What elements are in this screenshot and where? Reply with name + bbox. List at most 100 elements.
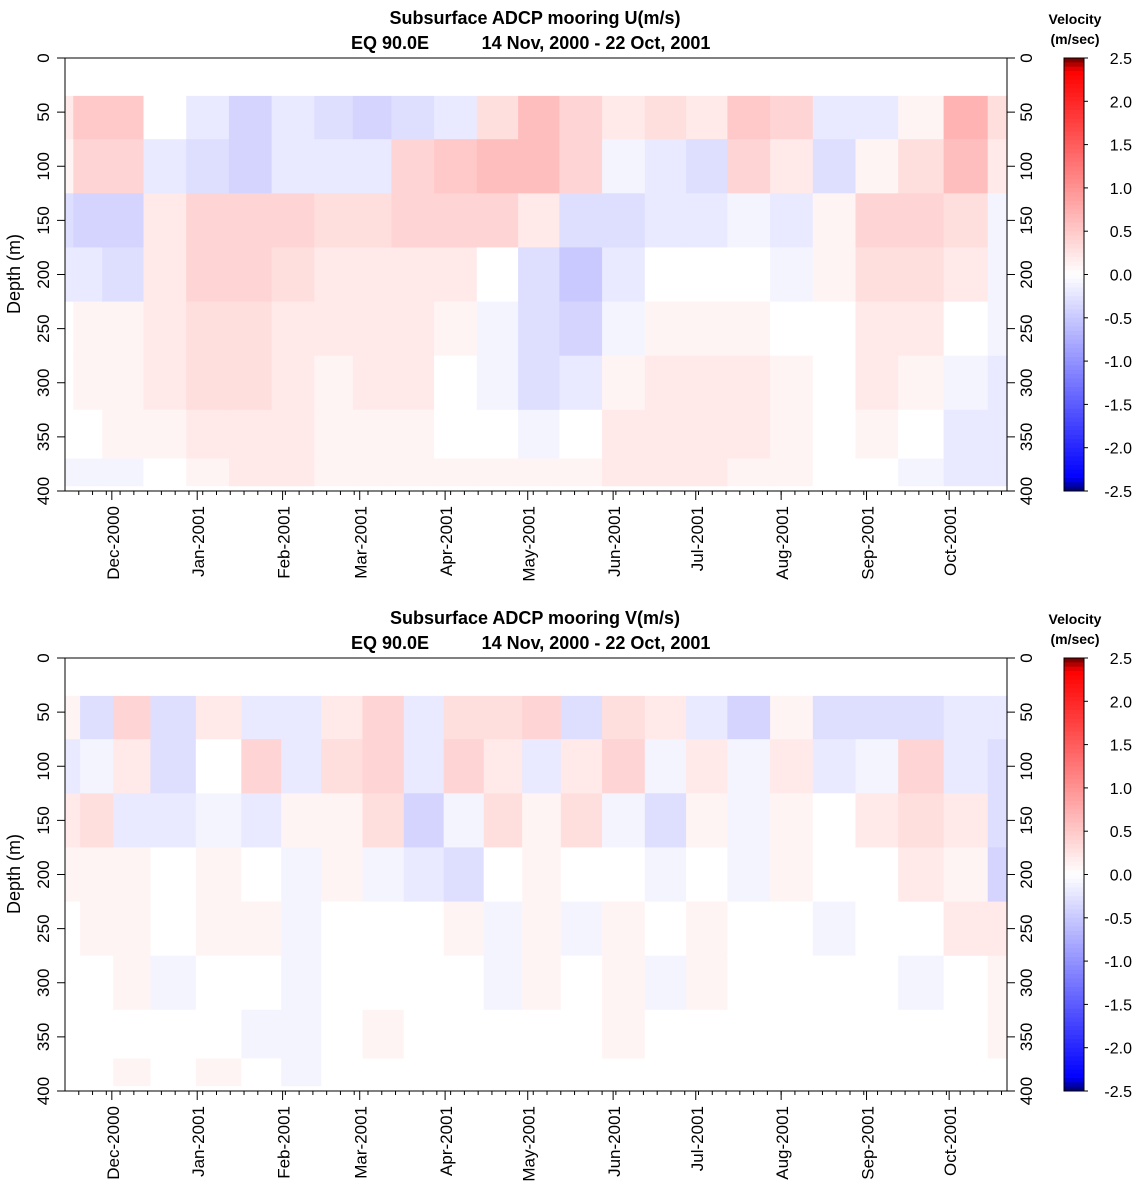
colorbar-step (1064, 335, 1084, 340)
heatmap-cell (644, 301, 687, 357)
y-tick-label-left: 400 (34, 477, 53, 505)
heatmap-cell (770, 95, 814, 140)
heatmap-cell (812, 95, 857, 140)
heatmap-cell (443, 739, 485, 794)
y-tick-label-left: 0 (34, 653, 53, 662)
heatmap-cell (281, 955, 322, 1011)
heatmap-cell (271, 247, 315, 303)
colorbar-step (1064, 735, 1084, 741)
heatmap-cell (362, 847, 405, 903)
heatmap-cell (403, 955, 445, 1011)
heatmap-cell (943, 409, 989, 460)
heatmap-cell (727, 458, 771, 487)
heatmap-cell (403, 695, 445, 740)
colorbar-step (1064, 844, 1084, 850)
heatmap-cell (855, 301, 899, 357)
heatmap-cell (770, 139, 814, 194)
heatmap-cell (483, 739, 523, 794)
heatmap-cell (943, 355, 989, 411)
heatmap-cell (943, 95, 989, 140)
heatmap-cell (391, 247, 435, 303)
heatmap-cell (686, 301, 728, 357)
colorbar-step (1064, 748, 1084, 754)
colorbar-step (1064, 75, 1084, 81)
panel-u: Subsurface ADCP mooring U(m/s) EQ 90.0E … (4, 8, 1132, 582)
y-tick-label-right: 50 (1017, 703, 1036, 722)
heatmap-cell (228, 409, 273, 460)
heatmap-cell (314, 139, 354, 194)
colorbar-step (1064, 831, 1084, 837)
heatmap-cell (476, 247, 519, 303)
heatmap-cell (241, 901, 282, 957)
heatmap-cell (559, 193, 603, 248)
y-tick-label-left: 100 (34, 152, 53, 180)
colorbar-step (1064, 948, 1084, 953)
heatmap-cell (321, 847, 364, 903)
y-tick-label-right: 100 (1017, 752, 1036, 780)
heatmap-cell (281, 1058, 322, 1087)
colorbar-step (1064, 1026, 1084, 1031)
colorbar-step (1064, 317, 1084, 323)
colorbar-tick-label: -2.0 (1104, 1041, 1132, 1058)
heatmap-cell (602, 901, 646, 957)
x-tick-label: Dec-2000 (104, 1106, 123, 1180)
heatmap-cell (812, 793, 857, 848)
heatmap-cell (686, 193, 728, 248)
colorbar-step (1064, 66, 1084, 72)
colorbar-step (1064, 222, 1084, 228)
colorbar-step (1064, 718, 1084, 724)
colorbar-step (1064, 835, 1084, 841)
colorbar-step (1064, 670, 1084, 676)
heatmap-cell (150, 847, 197, 903)
colorbar-step (1064, 83, 1084, 89)
heatmap-cell (898, 193, 945, 248)
colorbar-step (1064, 753, 1084, 759)
colorbar-step (1064, 183, 1084, 189)
heatmap-cell (727, 955, 771, 1011)
heatmap-cell (362, 695, 405, 740)
heatmap-cell (186, 139, 230, 194)
y-tick-label-right: 150 (1017, 806, 1036, 834)
heatmap-cell (644, 247, 687, 303)
colorbar-step (1064, 978, 1084, 984)
heatmap-cell (855, 793, 899, 848)
colorbar-step (1064, 218, 1084, 224)
heatmap-cell (314, 95, 354, 140)
colorbar-step (1064, 943, 1084, 949)
heatmap-cell (186, 458, 230, 487)
heatmap-cell (812, 458, 857, 487)
heatmap-cell (559, 409, 603, 460)
colorbar-tick-label: 1.0 (1110, 781, 1132, 798)
colorbar-step (1064, 287, 1084, 293)
colorbar-tick-label: 0.5 (1110, 824, 1132, 841)
heatmap-cell (602, 409, 646, 460)
heatmap-cell (102, 409, 145, 460)
colorbar-step (1064, 465, 1084, 470)
heatmap-cell (686, 793, 728, 848)
colorbar-step (1064, 896, 1084, 901)
heatmap-cell (686, 1058, 728, 1087)
heatmap-cell (602, 247, 646, 303)
colorbar-step (1064, 404, 1084, 410)
heatmap-cell (943, 247, 989, 303)
heatmap-cell (602, 955, 646, 1011)
colorbar-step (1064, 322, 1084, 327)
heatmap-cell (434, 355, 478, 411)
colorbar-step (1064, 365, 1084, 371)
colorbar-step (1064, 101, 1084, 107)
colorbar-step (1064, 434, 1084, 440)
heatmap-cell (80, 847, 114, 903)
heatmap-cell (644, 955, 687, 1011)
chart-subtitle-location: EQ 90.0E (351, 633, 429, 653)
y-axis-label: Depth (m) (4, 234, 24, 314)
heatmap-cell (560, 955, 603, 1011)
heatmap-cell (987, 355, 1008, 411)
heatmap-cell (560, 1009, 603, 1060)
colorbar-step (1064, 213, 1084, 219)
heatmap-cell (102, 355, 145, 411)
heatmap-cell (314, 301, 354, 357)
colorbar-step (1064, 274, 1084, 280)
colorbar-tick-label: 2.5 (1110, 51, 1132, 68)
heatmap-cell (987, 247, 1008, 303)
heatmap-cell (518, 139, 560, 194)
